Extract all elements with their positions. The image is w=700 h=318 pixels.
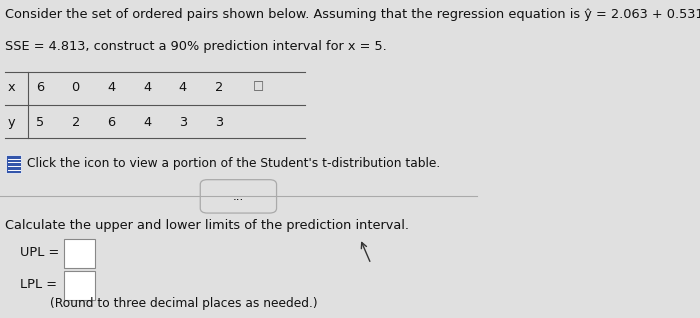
Text: SSE = 4.813, construct a 90% prediction interval for x = 5.: SSE = 4.813, construct a 90% prediction … <box>5 40 386 53</box>
Text: 6: 6 <box>107 116 116 129</box>
Text: 4: 4 <box>107 81 116 94</box>
Text: 2: 2 <box>215 81 223 94</box>
Text: (Round to three decimal places as needed.): (Round to three decimal places as needed… <box>50 297 318 310</box>
Text: 5: 5 <box>36 116 44 129</box>
Text: y: y <box>7 116 15 129</box>
Text: ...: ... <box>233 190 244 203</box>
Text: Calculate the upper and lower limits of the prediction interval.: Calculate the upper and lower limits of … <box>5 219 409 232</box>
Text: 0: 0 <box>71 81 80 94</box>
FancyBboxPatch shape <box>64 239 95 268</box>
Text: 4: 4 <box>178 81 187 94</box>
Text: LPL =: LPL = <box>20 278 57 291</box>
Text: UPL =: UPL = <box>20 246 60 259</box>
FancyBboxPatch shape <box>6 155 22 173</box>
Text: 4: 4 <box>143 116 151 129</box>
FancyBboxPatch shape <box>64 271 95 300</box>
Text: Consider the set of ordered pairs shown below. Assuming that the regression equa: Consider the set of ordered pairs shown … <box>5 8 700 21</box>
Text: 4: 4 <box>143 81 151 94</box>
Text: 6: 6 <box>36 81 44 94</box>
FancyBboxPatch shape <box>200 180 276 213</box>
Text: x: x <box>7 81 15 94</box>
Text: 2: 2 <box>71 116 80 129</box>
Text: 3: 3 <box>178 116 187 129</box>
Text: □: □ <box>253 80 264 92</box>
Text: Click the icon to view a portion of the Student's t-distribution table.: Click the icon to view a portion of the … <box>27 157 440 170</box>
Text: 3: 3 <box>215 116 223 129</box>
